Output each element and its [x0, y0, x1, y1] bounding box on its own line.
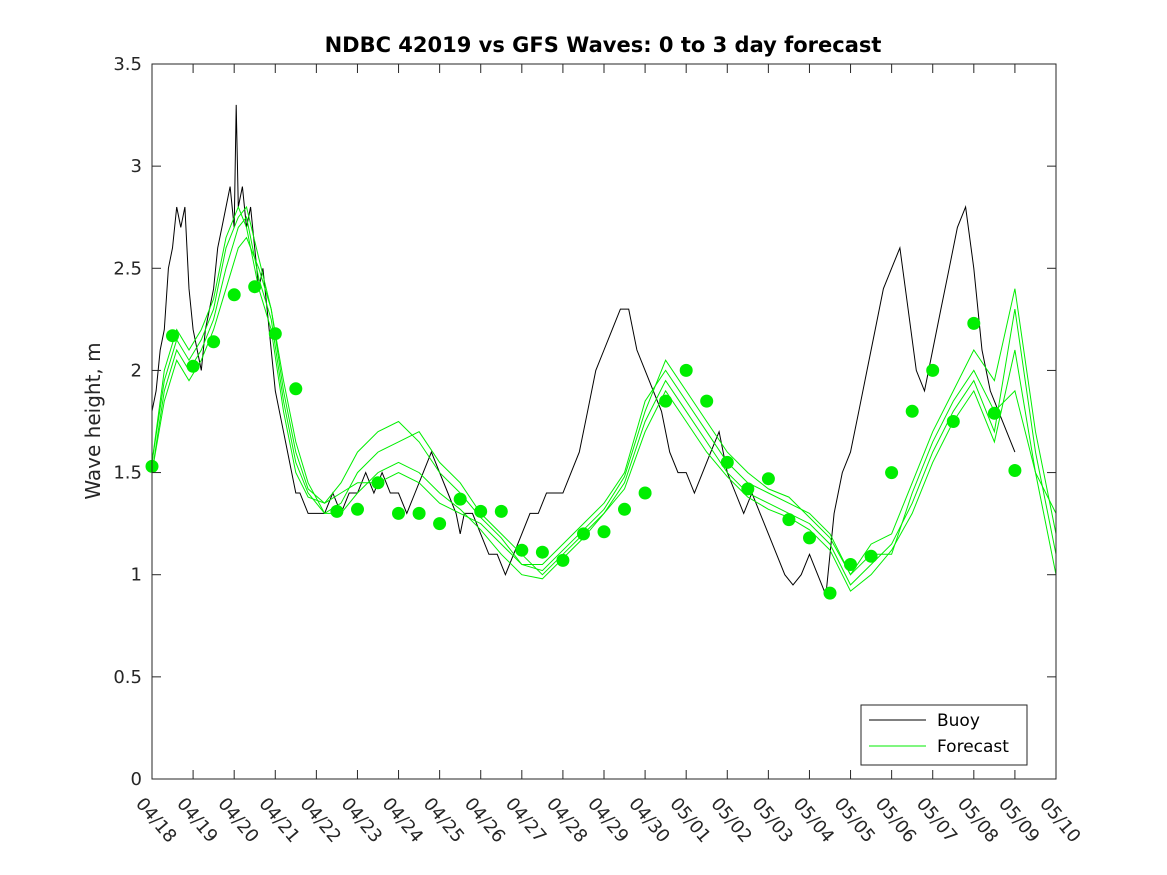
- x-tick-label: 05/06: [871, 794, 920, 847]
- x-tick-label: 04/25: [419, 794, 468, 847]
- x-tick-label: 04/19: [172, 794, 221, 847]
- forecast-marker: [659, 394, 673, 408]
- forecast-marker: [433, 517, 447, 531]
- y-tick-label: 2.5: [113, 258, 142, 279]
- forecast-marker: [761, 472, 775, 486]
- forecast-marker: [289, 382, 303, 396]
- forecast-marker: [186, 359, 200, 373]
- forecast-marker: [618, 502, 631, 516]
- forecast-marker: [741, 482, 755, 496]
- x-tick-label: 04/27: [501, 794, 550, 847]
- forecast-marker: [638, 486, 652, 500]
- forecast-marker: [577, 527, 590, 541]
- forecast-series-line-2: [151, 216, 1057, 586]
- x-tick-label: 05/05: [830, 794, 879, 847]
- x-tick-label: 04/28: [542, 794, 591, 847]
- forecast-marker: [556, 553, 570, 567]
- forecast-marker: [207, 335, 221, 349]
- x-tick-label: 05/09: [994, 794, 1043, 847]
- legend-box: [860, 704, 1028, 766]
- forecast-marker: [392, 506, 405, 520]
- x-tick-label: 05/10: [1035, 794, 1084, 847]
- y-tick-label: 3: [131, 156, 142, 177]
- forecast-marker: [371, 476, 385, 490]
- y-tick-label: 0: [131, 769, 142, 790]
- forecast-marker: [885, 466, 899, 480]
- x-tick-label: 04/18: [131, 794, 180, 847]
- forecast-marker: [987, 406, 1001, 420]
- forecast-marker: [946, 415, 960, 428]
- x-tick-label: 04/23: [337, 794, 386, 847]
- plot-area: [152, 64, 1056, 779]
- x-tick-label: 05/02: [706, 794, 755, 847]
- forecast-marker: [453, 492, 467, 506]
- y-tick-label: 1.5: [113, 463, 142, 484]
- y-axis-label: Wave height, m: [81, 342, 105, 499]
- forecast-marker: [227, 288, 241, 302]
- legend-label-forecast: Forecast: [937, 737, 1009, 757]
- x-tick-label: 05/03: [748, 794, 797, 847]
- forecast-marker: [720, 455, 734, 469]
- forecast-marker: [268, 327, 282, 341]
- forecast-marker: [166, 329, 179, 343]
- forecast-marker: [597, 525, 611, 539]
- forecast-marker: [515, 543, 529, 557]
- x-tick-label: 04/21: [254, 794, 303, 847]
- legend-label-buoy: Buoy: [937, 711, 980, 731]
- forecast-marker: [474, 504, 488, 518]
- x-tick-label: 04/20: [213, 794, 262, 847]
- y-tick-label: 0.5: [113, 667, 142, 688]
- forecast-marker: [905, 404, 919, 418]
- forecast-series-line-1: [151, 205, 1057, 576]
- x-tick-label: 04/22: [296, 794, 345, 847]
- forecast-marker: [330, 504, 344, 518]
- legend: Buoy Forecast: [860, 704, 1028, 766]
- y-tick-label: 1: [131, 565, 142, 586]
- chart-title: NDBC 42019 vs GFS Waves: 0 to 3 day fore…: [325, 33, 882, 57]
- x-tick-label: 04/30: [624, 794, 673, 847]
- x-tick-label: 05/01: [665, 794, 714, 847]
- forecast-marker: [823, 586, 837, 600]
- y-tick-label: 3.5: [113, 54, 142, 75]
- forecast-marker: [700, 394, 714, 408]
- x-tick-label: 05/07: [912, 794, 961, 847]
- forecast-series-line-4: [151, 236, 1057, 592]
- forecast-marker: [803, 531, 816, 545]
- x-tick-label: 05/04: [789, 794, 838, 847]
- forecast-marker: [1008, 464, 1022, 477]
- forecast-marker: [844, 558, 857, 571]
- forecast-marker: [351, 502, 364, 516]
- y-tick-label: 2: [131, 360, 142, 381]
- forecast-marker: [679, 363, 693, 377]
- x-tick-label: 04/29: [583, 794, 632, 847]
- forecast-marker: [782, 513, 796, 527]
- forecast-marker: [926, 363, 940, 377]
- forecast-marker: [535, 545, 549, 559]
- forecast-marker: [967, 316, 981, 330]
- x-tick-label: 05/08: [953, 794, 1002, 847]
- series-layer: [145, 104, 1057, 600]
- forecast-marker: [412, 506, 426, 520]
- forecast-marker: [864, 549, 878, 563]
- forecast-marker: [494, 504, 508, 518]
- forecast-marker: [248, 280, 262, 294]
- buoy-series-line: [151, 104, 1016, 596]
- x-tick-label: 04/26: [460, 794, 509, 847]
- x-tick-label: 04/24: [378, 794, 427, 847]
